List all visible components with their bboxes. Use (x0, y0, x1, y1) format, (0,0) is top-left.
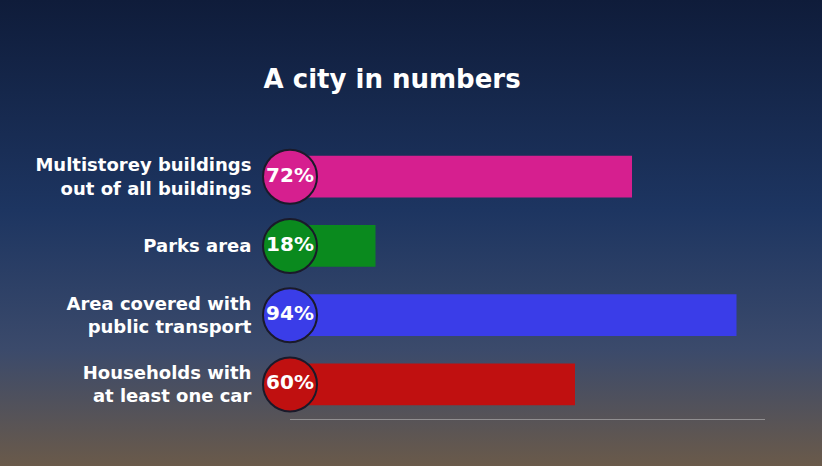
svg-text:60%: 60% (266, 370, 314, 394)
svg-text:94%: 94% (266, 301, 314, 325)
svg-text:18%: 18% (266, 232, 314, 256)
svg-text:Households withat least one ca: Households withat least one car (83, 362, 252, 406)
svg-text:A city in numbers: A city in numbers (264, 64, 521, 94)
svg-text:Parks area: Parks area (143, 235, 251, 256)
svg-text:Area covered withpublic transp: Area covered withpublic transport (67, 293, 252, 337)
svg-text:Multistorey buildingsout of al: Multistorey buildingsout of all building… (35, 154, 251, 198)
svg-text:72%: 72% (266, 163, 314, 187)
